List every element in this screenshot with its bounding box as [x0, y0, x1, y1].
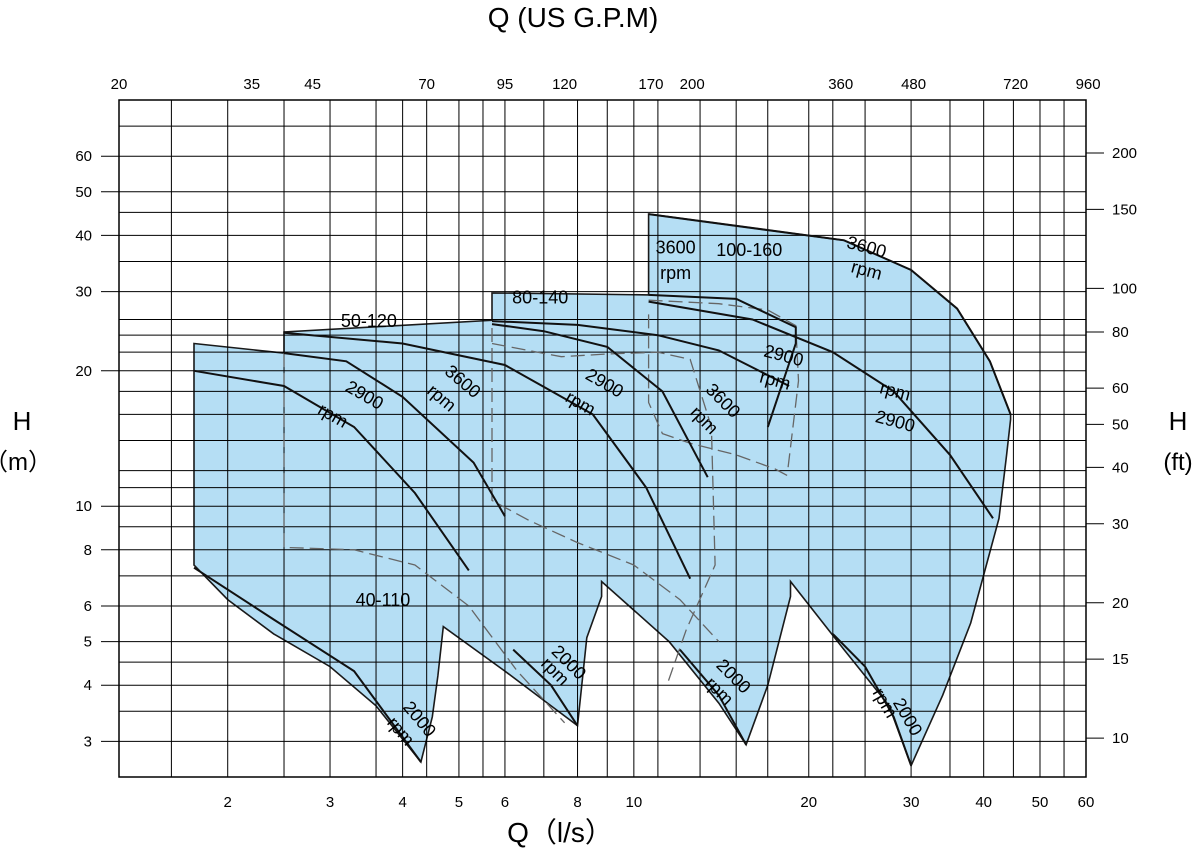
y-tick-left-3: 6: [84, 598, 92, 615]
y-tick-right-4: 40: [1112, 459, 1129, 476]
dashed-boundary-1: [491, 328, 720, 643]
x-tick-bottom-9: 40: [975, 794, 992, 811]
pump-coverage-regions: [193, 213, 1012, 768]
top-axis-title: Q (US G.P.M): [488, 2, 659, 33]
annotation-2: 80-140: [512, 288, 568, 308]
x-tick-bottom-8: 30: [903, 794, 920, 811]
curve-40-110-2900-rpm: [193, 369, 470, 571]
x-tick-bottom-7: 20: [800, 794, 817, 811]
y-tick-right-5: 50: [1112, 416, 1129, 433]
dashed-boundary-0: [283, 353, 566, 724]
annotation-5: rpm: [660, 263, 691, 283]
x-tick-bottom-0: 2: [224, 794, 232, 811]
x-tick-bottom-2: 4: [398, 794, 406, 811]
y-tick-right-2: 20: [1112, 595, 1129, 612]
curve-80-140-3600-rpm: [648, 293, 797, 428]
curve-50-120-2000-rpm: [512, 648, 579, 727]
annotation-3: 100-160: [716, 240, 782, 260]
curve-100-160-2000-rpm: [832, 633, 913, 766]
plot-frame: [118, 99, 1087, 778]
y-tick-left-8: 40: [75, 227, 92, 244]
y-tick-left-6: 20: [75, 363, 92, 380]
annotation-1: 50-120: [341, 311, 397, 331]
left-axis-title: H: [13, 406, 32, 436]
right-axis-unit: (ft): [1163, 449, 1192, 476]
right-axis-title: H: [1169, 406, 1188, 436]
left-axis-unit: （m）: [0, 449, 52, 476]
y-tick-right-8: 100: [1112, 280, 1137, 297]
y-tick-left-4: 8: [84, 542, 92, 559]
curve-80-140-2000-rpm: [679, 648, 747, 746]
annotation-4: 3600: [656, 237, 696, 257]
x-tick-top-4: 95: [497, 76, 514, 93]
y-tick-right-10: 200: [1112, 145, 1137, 162]
x-tick-bottom-4: 6: [501, 794, 509, 811]
x-tick-top-9: 480: [901, 76, 926, 93]
y-tick-right-9: 150: [1112, 201, 1137, 218]
x-tick-top-7: 200: [680, 76, 705, 93]
x-tick-bottom-3: 5: [455, 794, 463, 811]
curve-50-120-3600-rpm: [491, 323, 709, 478]
x-tick-bottom-5: 8: [573, 794, 581, 811]
y-tick-right-0: 10: [1112, 730, 1129, 747]
curve-40-110-3600-rpm: [283, 352, 506, 517]
dashed-boundary-4: [648, 299, 800, 471]
y-tick-left-0: 3: [84, 733, 92, 750]
grid-lines: [118, 99, 1087, 778]
speed-curves: [193, 213, 1012, 766]
curve-50-120-2900-rpm: [283, 331, 692, 580]
x-tick-bottom-1: 3: [326, 794, 334, 811]
y-tick-left-10: 60: [75, 148, 92, 165]
annotation-0: 40-110: [356, 590, 411, 610]
y-tick-right-7: 80: [1112, 324, 1129, 341]
x-tick-top-5: 120: [552, 76, 577, 93]
curve-40-110-2000-rpm: [193, 566, 422, 763]
dashed-boundary-3: [491, 342, 716, 686]
y-tick-left-1: 4: [84, 677, 92, 694]
bottom-axis-title: Q（l/s）: [507, 817, 613, 848]
x-tick-top-2: 45: [304, 76, 321, 93]
x-tick-bottom-6: 10: [626, 794, 643, 811]
x-tick-top-0: 20: [111, 76, 128, 93]
x-tick-top-10: 720: [1003, 76, 1028, 93]
x-tick-top-1: 35: [243, 76, 260, 93]
curve-100-160-3600-rpm: [648, 213, 1012, 415]
curve-80-140-2900-rpm: [491, 320, 790, 387]
y-tick-left-9: 50: [75, 184, 92, 201]
curve-100-160-2900-rpm: [648, 300, 994, 519]
x-tick-top-11: 960: [1076, 76, 1101, 93]
x-tick-top-3: 70: [418, 76, 435, 93]
x-tick-top-6: 170: [638, 76, 663, 93]
y-tick-right-1: 15: [1112, 651, 1129, 668]
x-tick-bottom-10: 50: [1032, 794, 1049, 811]
coverage-region-0: [193, 213, 1012, 768]
x-tick-bottom-11: 60: [1078, 794, 1095, 811]
x-tick-top-8: 360: [828, 76, 853, 93]
y-tick-left-7: 30: [75, 284, 92, 301]
y-tick-left-2: 5: [84, 634, 92, 651]
y-tick-right-6: 60: [1112, 380, 1129, 397]
y-tick-left-5: 10: [75, 498, 92, 515]
y-tick-right-3: 30: [1112, 516, 1129, 533]
